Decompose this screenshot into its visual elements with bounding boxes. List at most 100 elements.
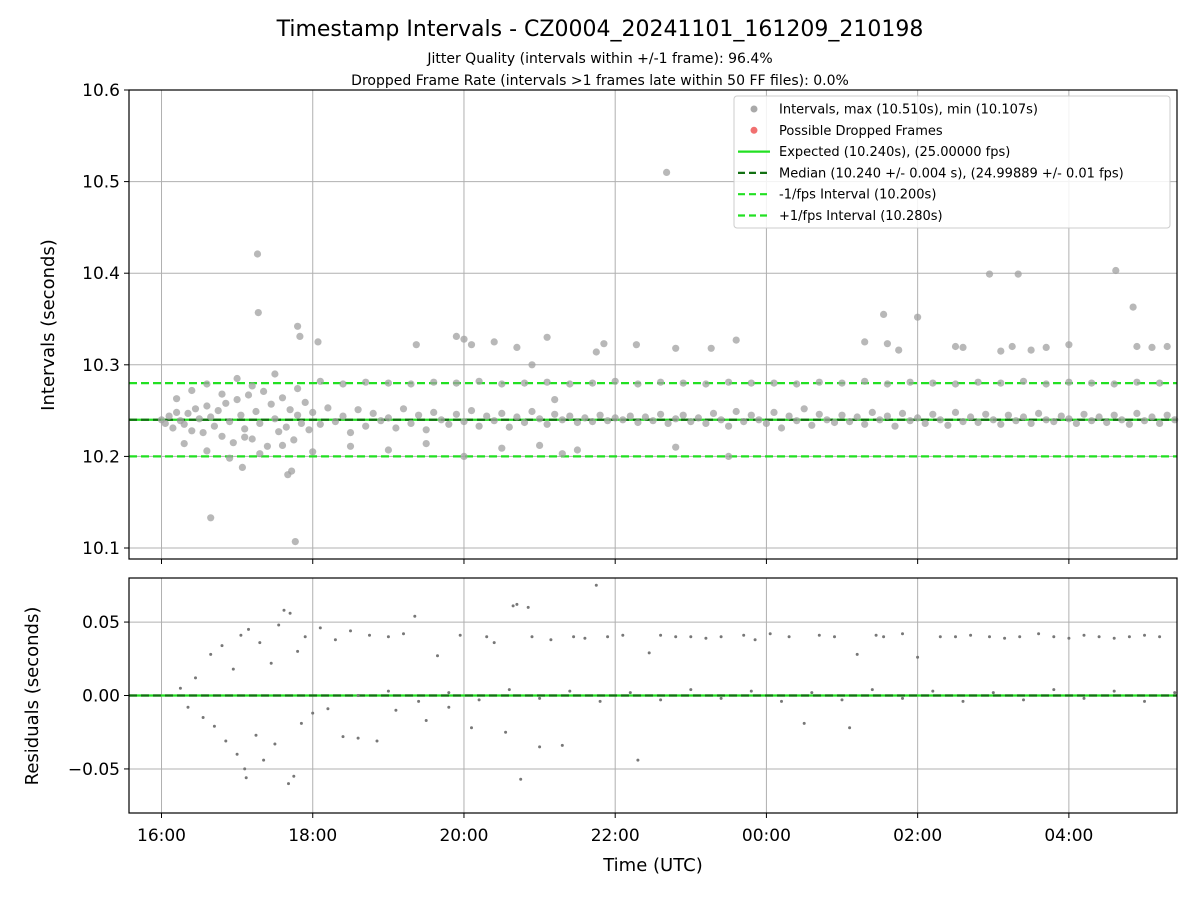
interval-point <box>664 419 672 427</box>
interval-point <box>267 400 275 408</box>
residual-point <box>659 698 663 702</box>
interval-point <box>626 412 634 420</box>
residual-point <box>282 608 286 612</box>
y-tick-label: 0.05 <box>82 613 120 633</box>
interval-point <box>412 341 420 349</box>
interval-point <box>169 424 177 432</box>
residual-point <box>402 632 405 636</box>
residual-point <box>1037 632 1041 636</box>
legend-entry: +1/fps Interval (10.280s) <box>738 209 943 224</box>
residual-point <box>243 767 247 771</box>
interval-point <box>422 440 430 448</box>
interval-point <box>207 413 215 421</box>
residual-point <box>1143 633 1146 637</box>
interval-point <box>331 418 339 426</box>
residual-point <box>719 696 723 700</box>
interval-point <box>1110 411 1118 419</box>
interval-point <box>861 420 869 428</box>
residual-point <box>1052 688 1056 692</box>
residual-point <box>333 638 337 642</box>
residual-point <box>530 635 534 639</box>
interval-point <box>755 416 763 424</box>
interval-point <box>226 418 234 426</box>
interval-point <box>452 379 460 387</box>
interval-point <box>210 422 218 430</box>
residual-point <box>326 707 330 711</box>
interval-point <box>876 416 884 424</box>
top-panel-frame <box>128 89 1178 560</box>
interval-point <box>649 417 657 425</box>
interval-point <box>241 433 249 441</box>
interval-point <box>271 370 279 378</box>
interval-point <box>596 411 604 419</box>
interval-point <box>672 344 680 352</box>
interval-point <box>203 402 211 410</box>
residual-point <box>492 641 496 645</box>
chart-subtitle-jitter: Jitter Quality (intervals within +/-1 fr… <box>426 51 772 67</box>
interval-point <box>551 396 559 404</box>
residual-point <box>273 742 277 746</box>
y-tick-label: 10.3 <box>82 356 120 376</box>
interval-point <box>815 378 823 386</box>
interval-point <box>296 332 304 340</box>
interval-point <box>793 417 801 425</box>
interval-point <box>1027 346 1035 354</box>
interval-point <box>536 441 544 449</box>
residual-point <box>568 689 572 693</box>
residual-point <box>719 635 723 639</box>
interval-point <box>520 418 529 427</box>
interval-point <box>1042 416 1050 424</box>
residual-point <box>1082 633 1086 637</box>
residual-point <box>870 688 874 692</box>
interval-point <box>233 374 241 383</box>
interval-point <box>229 439 237 447</box>
interval-point <box>188 386 196 395</box>
interval-point <box>161 419 169 427</box>
interval-point <box>252 407 260 416</box>
interval-point <box>702 380 710 388</box>
residual-point <box>231 667 235 671</box>
legend: Intervals, max (10.510s), min (10.107s) P… <box>733 95 1171 229</box>
interval-point <box>254 309 262 317</box>
interval-point <box>967 413 975 421</box>
residual-point <box>988 635 991 639</box>
interval-point <box>1019 377 1028 385</box>
residual-point <box>515 602 519 606</box>
interval-point <box>173 395 181 403</box>
interval-point <box>1148 343 1156 351</box>
residual-point <box>961 699 965 703</box>
residual-point <box>787 635 791 639</box>
residual-point <box>296 649 300 653</box>
residual-point <box>511 604 515 608</box>
interval-point <box>203 380 211 388</box>
residual-point <box>1022 698 1025 702</box>
interval-point <box>543 420 551 428</box>
interval-point <box>165 412 173 420</box>
x-tick-label: 20:00 <box>439 826 488 846</box>
residual-point <box>485 635 489 639</box>
interval-point <box>588 379 597 387</box>
residual-point <box>447 691 451 695</box>
interval-point <box>1065 341 1073 349</box>
residual-point <box>583 636 587 640</box>
chart-subtitle-dropped: Dropped Frame Rate (intervals >1 frames … <box>351 73 849 89</box>
residual-point <box>1003 636 1007 640</box>
interval-point <box>883 340 892 348</box>
interval-point <box>906 378 914 386</box>
interval-point <box>936 416 944 424</box>
interval-point <box>1133 409 1141 417</box>
interval-point <box>263 442 271 450</box>
interval-point <box>282 423 290 431</box>
interval-point <box>218 390 226 398</box>
residual-point <box>549 638 553 642</box>
interval-point <box>218 432 226 440</box>
interval-point <box>399 405 408 413</box>
residual-point <box>810 691 814 695</box>
legend-label: Expected (10.240s), (25.00000 fps) <box>779 145 1010 160</box>
interval-point <box>619 416 627 424</box>
interval-point <box>415 411 423 419</box>
residual-point <box>269 661 273 665</box>
interval-point <box>573 418 582 427</box>
residual-point <box>507 688 511 692</box>
interval-point <box>407 419 415 427</box>
